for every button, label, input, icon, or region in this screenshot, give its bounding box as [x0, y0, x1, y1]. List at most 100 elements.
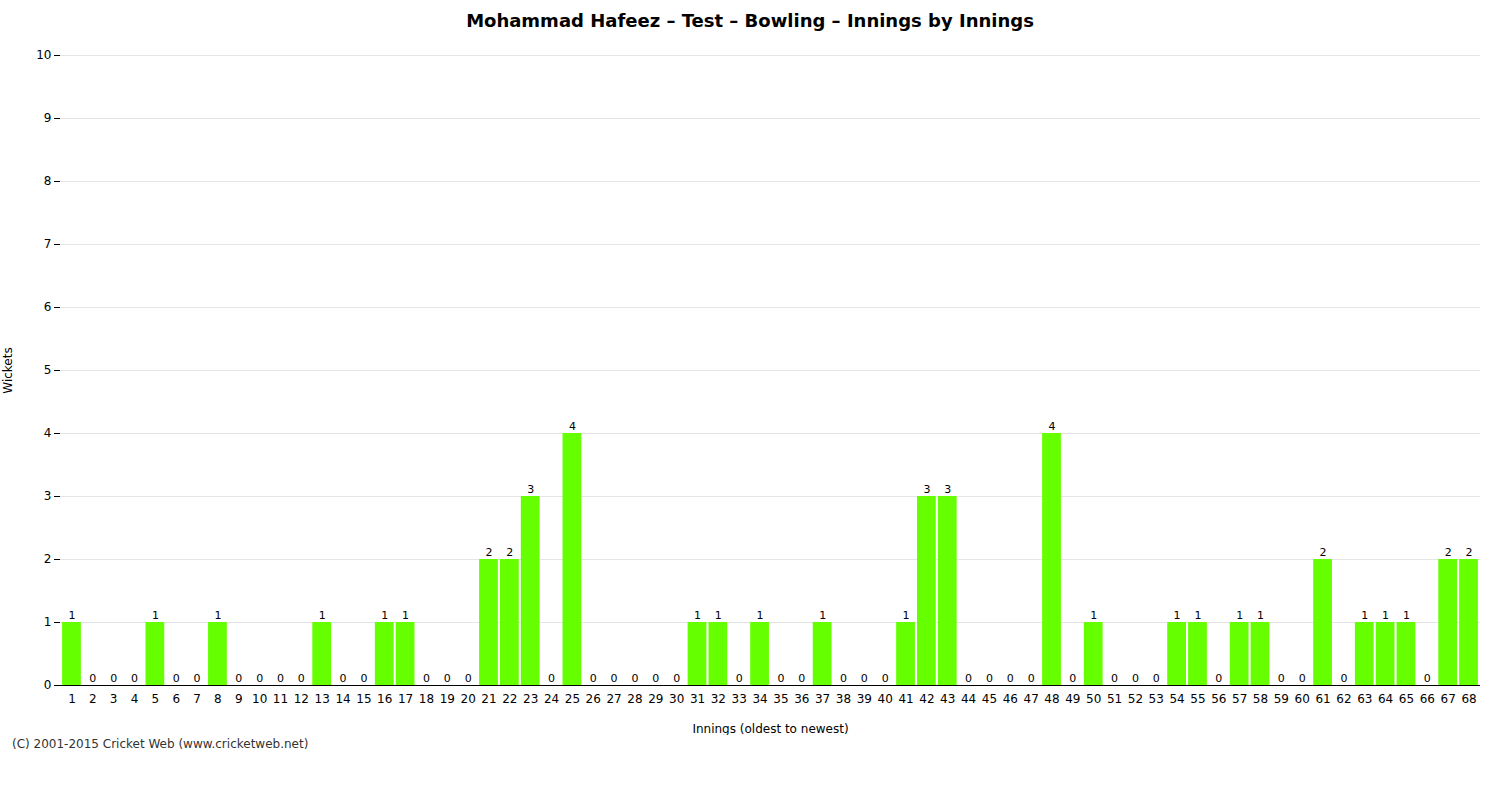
svg-text:0: 0 [861, 672, 868, 685]
svg-text:0: 0 [44, 678, 52, 692]
svg-text:0: 0 [1132, 672, 1139, 685]
svg-text:5: 5 [44, 363, 52, 377]
svg-text:1: 1 [757, 609, 764, 622]
svg-text:61: 61 [1315, 692, 1330, 706]
svg-text:26: 26 [586, 692, 601, 706]
svg-text:2: 2 [44, 552, 52, 566]
svg-text:38: 38 [836, 692, 851, 706]
svg-text:0: 0 [1299, 672, 1306, 685]
svg-text:49: 49 [1065, 692, 1080, 706]
svg-text:0: 0 [1153, 672, 1160, 685]
svg-text:0: 0 [1340, 672, 1347, 685]
svg-text:33: 33 [732, 692, 747, 706]
svg-text:0: 0 [965, 672, 972, 685]
svg-text:3: 3 [923, 483, 930, 496]
svg-text:67: 67 [1441, 692, 1456, 706]
svg-text:62: 62 [1336, 692, 1351, 706]
svg-text:4: 4 [1048, 420, 1055, 433]
svg-text:1: 1 [152, 609, 159, 622]
svg-text:0: 0 [235, 672, 242, 685]
svg-text:0: 0 [1215, 672, 1222, 685]
svg-text:0: 0 [882, 672, 889, 685]
svg-text:36: 36 [794, 692, 809, 706]
svg-text:1: 1 [68, 609, 75, 622]
svg-text:2: 2 [486, 546, 493, 559]
svg-text:1: 1 [1361, 609, 1368, 622]
svg-text:66: 66 [1420, 692, 1435, 706]
svg-text:58: 58 [1253, 692, 1268, 706]
svg-text:2: 2 [1445, 546, 1452, 559]
svg-text:20: 20 [461, 692, 476, 706]
svg-text:0: 0 [1278, 672, 1285, 685]
svg-text:0: 0 [548, 672, 555, 685]
svg-text:65: 65 [1399, 692, 1414, 706]
svg-text:11: 11 [273, 692, 288, 706]
svg-text:1: 1 [819, 609, 826, 622]
svg-text:0: 0 [590, 672, 597, 685]
svg-text:1: 1 [1090, 609, 1097, 622]
svg-text:42: 42 [919, 692, 934, 706]
svg-text:50: 50 [1086, 692, 1101, 706]
svg-text:35: 35 [773, 692, 788, 706]
svg-text:3: 3 [527, 483, 534, 496]
svg-text:32: 32 [711, 692, 726, 706]
svg-text:Innings (oldest to newest): Innings (oldest to newest) [692, 722, 848, 736]
svg-text:0: 0 [1069, 672, 1076, 685]
svg-text:0: 0 [277, 672, 284, 685]
svg-text:43: 43 [940, 692, 955, 706]
svg-text:0: 0 [194, 672, 201, 685]
svg-text:64: 64 [1378, 692, 1393, 706]
svg-text:0: 0 [798, 672, 805, 685]
svg-text:1: 1 [1257, 609, 1264, 622]
svg-text:68: 68 [1461, 692, 1476, 706]
svg-text:17: 17 [398, 692, 413, 706]
svg-text:16: 16 [377, 692, 392, 706]
svg-text:1: 1 [402, 609, 409, 622]
svg-text:1: 1 [1174, 609, 1181, 622]
svg-text:30: 30 [669, 692, 684, 706]
svg-text:1: 1 [381, 609, 388, 622]
svg-text:4: 4 [569, 420, 576, 433]
svg-text:31: 31 [690, 692, 705, 706]
svg-text:5: 5 [152, 692, 160, 706]
svg-text:0: 0 [340, 672, 347, 685]
svg-text:0: 0 [131, 672, 138, 685]
svg-text:57: 57 [1232, 692, 1247, 706]
svg-text:1: 1 [44, 615, 52, 629]
svg-text:0: 0 [423, 672, 430, 685]
svg-text:46: 46 [1003, 692, 1018, 706]
svg-text:0: 0 [298, 672, 305, 685]
svg-text:1: 1 [1403, 609, 1410, 622]
svg-text:3: 3 [44, 489, 52, 503]
svg-text:54: 54 [1169, 692, 1184, 706]
svg-text:2: 2 [89, 692, 97, 706]
svg-text:63: 63 [1357, 692, 1372, 706]
svg-text:9: 9 [44, 111, 52, 125]
svg-text:1: 1 [903, 609, 910, 622]
svg-text:3: 3 [110, 692, 118, 706]
svg-text:1: 1 [715, 609, 722, 622]
svg-text:15: 15 [356, 692, 371, 706]
svg-text:0: 0 [1007, 672, 1014, 685]
svg-text:7: 7 [193, 692, 201, 706]
svg-text:0: 0 [89, 672, 96, 685]
svg-text:0: 0 [986, 672, 993, 685]
svg-text:0: 0 [652, 672, 659, 685]
svg-text:6: 6 [172, 692, 180, 706]
svg-text:25: 25 [565, 692, 580, 706]
svg-text:39: 39 [857, 692, 872, 706]
svg-text:2: 2 [1320, 546, 1327, 559]
svg-text:0: 0 [465, 672, 472, 685]
svg-text:0: 0 [673, 672, 680, 685]
svg-text:0: 0 [360, 672, 367, 685]
svg-text:51: 51 [1107, 692, 1122, 706]
svg-text:0: 0 [1028, 672, 1035, 685]
svg-text:0: 0 [444, 672, 451, 685]
svg-text:19: 19 [440, 692, 455, 706]
svg-text:1: 1 [1382, 609, 1389, 622]
svg-text:56: 56 [1211, 692, 1226, 706]
svg-text:40: 40 [878, 692, 893, 706]
svg-text:1: 1 [68, 692, 76, 706]
svg-text:22: 22 [502, 692, 517, 706]
svg-text:52: 52 [1128, 692, 1143, 706]
